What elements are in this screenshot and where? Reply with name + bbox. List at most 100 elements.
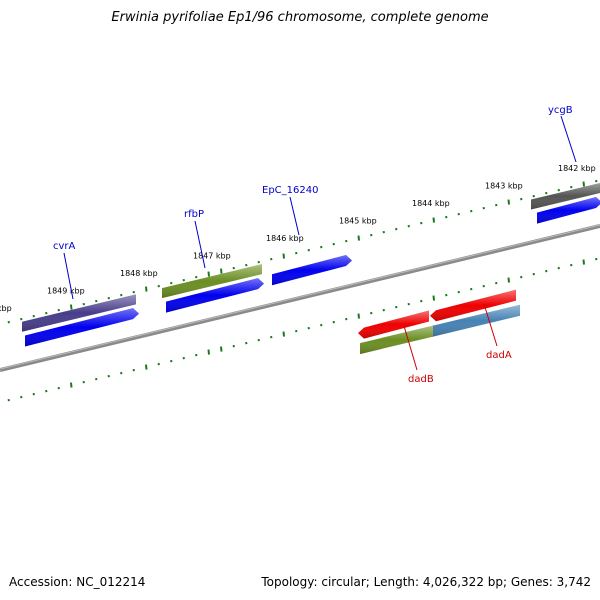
gene-labels: ycgB EpC_16240 rfbP cvrA dadA dadB — [53, 105, 577, 385]
inner-tick — [570, 263, 573, 267]
inner-tick — [107, 374, 110, 378]
inner-tick — [495, 281, 498, 285]
tick-labels: 1842 kbp 1843 kbp 1844 kbp 1845 kbp 1846 kbp… — [0, 164, 596, 313]
outer-tick — [520, 197, 523, 201]
cds-cvrA-shading — [25, 308, 139, 347]
outer-tick — [32, 314, 35, 318]
outer-tick — [570, 185, 573, 189]
leader-ycgB — [560, 115, 577, 163]
inner-tick — [507, 277, 510, 283]
outer-tick — [582, 181, 585, 187]
inner-tick — [7, 398, 10, 402]
outer-tick — [532, 194, 535, 198]
gene-label-dadA[interactable]: dadA — [486, 350, 512, 361]
outer-tick — [257, 260, 260, 264]
inner-tick — [595, 257, 598, 261]
cds-dadA-shading — [432, 304, 520, 337]
outer-tick — [545, 191, 548, 195]
tick-label: 1844 kbp — [412, 199, 450, 208]
gene-label-cvrA[interactable]: cvrA — [53, 241, 76, 252]
inner-tick — [70, 382, 73, 388]
outer-tick — [157, 284, 160, 288]
outer-tick — [245, 263, 248, 267]
inner-tick — [270, 335, 273, 339]
outer-tick — [432, 217, 435, 223]
outer-tick — [95, 299, 98, 303]
inner-tick — [545, 269, 548, 273]
outer-tick — [445, 215, 448, 219]
outer-tick — [220, 268, 223, 274]
inner-tick — [120, 371, 123, 375]
outer-tick — [170, 281, 173, 285]
inner-tick — [32, 392, 35, 396]
tick-label: 1849 kbp — [47, 287, 85, 296]
inner-tick — [170, 359, 173, 363]
outer-tick — [7, 320, 10, 324]
outer-tick — [70, 304, 73, 310]
outer-tick — [407, 224, 410, 228]
inner-tick — [395, 305, 398, 309]
outer-tick — [382, 230, 385, 234]
leader-dadA — [483, 303, 498, 347]
inner-tick — [482, 284, 485, 288]
cds-dadB-shading — [360, 325, 433, 355]
outer-tick — [282, 253, 285, 259]
gene-label-ycgB[interactable]: ycgB — [548, 105, 573, 116]
inner-tick — [245, 341, 248, 345]
tick-label: 1847 kbp — [193, 252, 231, 261]
gene-label-dadB[interactable]: dadB — [408, 374, 434, 385]
outer-tick — [470, 209, 473, 213]
gene-dadA-shading — [430, 289, 516, 322]
inner-tick-ring — [7, 257, 598, 402]
tick-label: 1846 kbp — [266, 234, 304, 243]
gene-label-EpC_16240[interactable]: EpC_16240 — [262, 185, 318, 196]
inner-tick — [470, 287, 473, 291]
outer-tick — [595, 179, 598, 183]
outer-tick — [370, 233, 373, 237]
inner-tick — [195, 353, 198, 357]
outer-tick — [307, 248, 310, 252]
feature-tracks — [22, 183, 600, 355]
leader-rfbP — [194, 220, 206, 269]
outer-tick — [132, 290, 135, 294]
outer-tick — [345, 239, 348, 243]
inner-tick — [45, 389, 48, 393]
gene-dadB-shading — [358, 310, 429, 339]
gene-label-rfbP[interactable]: rfbP — [184, 209, 204, 220]
genome-summary: Topology: circular; Length: 4,026,322 bp… — [261, 575, 591, 589]
inner-tick — [557, 266, 560, 270]
inner-tick — [520, 275, 523, 279]
outer-tick — [482, 206, 485, 210]
outer-tick — [207, 271, 210, 277]
gene-rfbP-shading — [162, 264, 262, 299]
inner-tick — [232, 344, 235, 348]
inner-tick — [332, 320, 335, 324]
outer-tick — [395, 227, 398, 231]
gene-ycgB-shading — [531, 183, 600, 210]
chromosome-backbone-highlight — [0, 224, 600, 370]
outer-tick — [557, 188, 560, 192]
outer-tick — [182, 278, 185, 282]
inner-tick — [407, 302, 410, 306]
inner-tick — [582, 259, 585, 265]
tick-label: 1845 kbp — [339, 216, 377, 225]
inner-tick — [382, 308, 385, 312]
outer-tick — [45, 311, 48, 315]
inner-tick — [432, 295, 435, 301]
inner-tick — [95, 377, 98, 381]
inner-tick — [295, 329, 298, 333]
outer-tick — [332, 242, 335, 246]
inner-tick — [357, 313, 360, 319]
inner-tick — [20, 395, 23, 399]
outer-tick — [295, 251, 298, 255]
gene-EpC_16240-shading — [272, 255, 352, 286]
tick-label: 1842 kbp — [558, 164, 596, 173]
inner-tick — [257, 338, 260, 342]
outer-tick — [195, 275, 198, 279]
chromosome-backbone — [0, 224, 600, 372]
inner-tick — [457, 290, 460, 294]
outer-tick — [20, 317, 23, 321]
outer-tick — [57, 308, 60, 312]
leader-dadB — [403, 325, 418, 371]
